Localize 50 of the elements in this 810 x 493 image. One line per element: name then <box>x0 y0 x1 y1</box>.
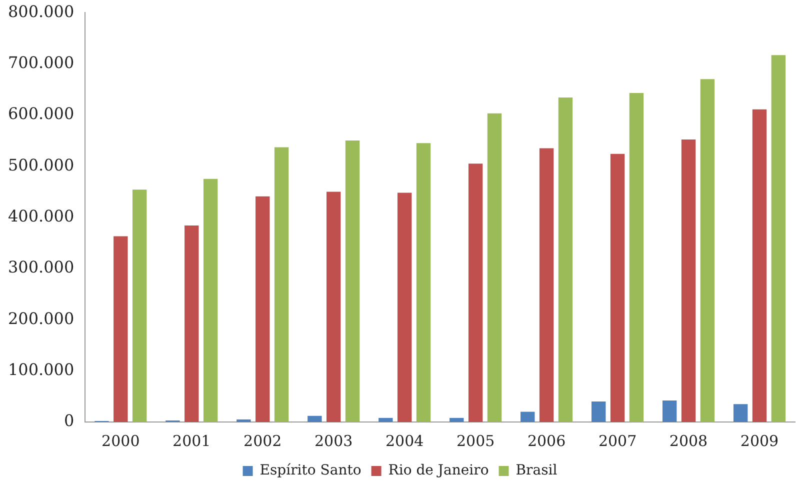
y-tick-label: 200.000 <box>8 308 74 328</box>
legend-label: Brasil <box>516 462 558 479</box>
bar <box>416 143 431 422</box>
bar <box>378 418 393 422</box>
bar <box>132 190 147 422</box>
y-tick-label: 800.000 <box>8 2 74 21</box>
bar <box>397 192 412 422</box>
x-tick-label: 2009 <box>740 432 779 450</box>
x-tick-label: 2002 <box>244 432 282 450</box>
bar <box>520 412 535 422</box>
bar <box>450 418 464 422</box>
x-tick-label: 2007 <box>598 432 637 450</box>
y-tick-label: 700.000 <box>8 52 74 72</box>
bar <box>733 404 748 422</box>
bar <box>771 55 786 422</box>
x-tick-label: 2000 <box>102 432 140 450</box>
x-tick-label: 2004 <box>385 432 424 450</box>
bar <box>236 419 251 422</box>
x-tick-label: 2008 <box>669 432 708 450</box>
bar <box>274 147 289 422</box>
y-tick-label: 0 <box>64 411 74 430</box>
legend-label: Espírito Santo <box>260 462 362 479</box>
x-tick-label: 2006 <box>527 432 566 450</box>
bar <box>700 79 715 422</box>
bar <box>752 109 767 422</box>
bar <box>610 154 625 422</box>
bar <box>681 140 696 422</box>
y-tick-label: 500.000 <box>8 155 74 174</box>
bar <box>326 192 341 422</box>
x-tick-label: 2003 <box>314 432 353 450</box>
x-tick-label: 2001 <box>172 432 211 450</box>
y-tick-label: 300.000 <box>8 258 74 277</box>
bar <box>184 225 199 422</box>
bar <box>308 416 322 422</box>
bar <box>558 98 573 422</box>
bar <box>203 178 218 422</box>
y-tick-label: 100.000 <box>8 360 74 379</box>
bar <box>662 400 677 422</box>
bar <box>539 148 554 422</box>
x-tick-label: 2005 <box>456 432 495 450</box>
bar <box>256 196 270 422</box>
y-tick-label: 400.000 <box>8 206 74 226</box>
bar <box>114 236 128 422</box>
bar <box>468 164 483 422</box>
bar <box>487 113 502 422</box>
legend-label: Rio de Janeiro <box>388 462 489 479</box>
bar <box>629 92 644 422</box>
bar <box>592 402 606 422</box>
y-tick-label: 600.000 <box>8 104 74 124</box>
bar <box>345 140 360 422</box>
